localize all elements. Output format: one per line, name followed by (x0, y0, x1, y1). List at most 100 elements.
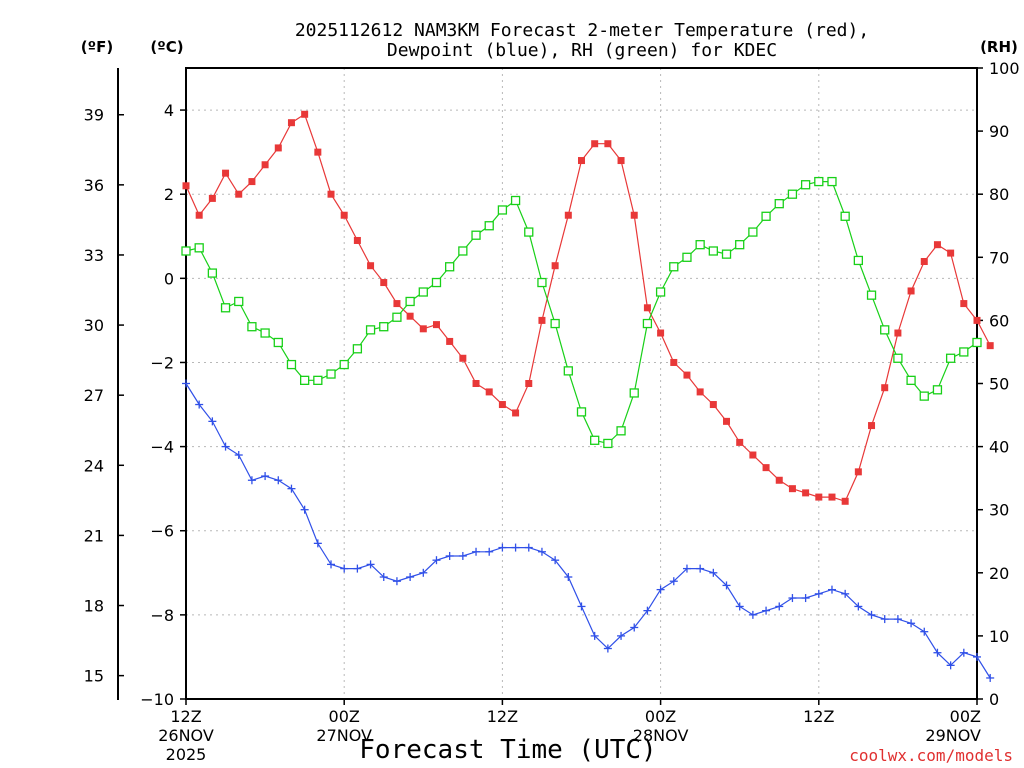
fahrenheit-tick-label: 15 (84, 667, 104, 686)
fahrenheit-tick-label: 33 (84, 246, 104, 265)
rh-point (603, 438, 613, 449)
rh-point (431, 277, 442, 288)
celsius-tick-label: 0 (164, 269, 174, 288)
rh-point (919, 391, 929, 401)
rh-point (774, 199, 784, 209)
dewpoint-point (247, 476, 256, 485)
dewpoint-point (946, 661, 955, 670)
rh-point (339, 359, 349, 370)
temperature-point (340, 211, 348, 219)
rh-point (550, 318, 560, 329)
rh-point (220, 303, 231, 313)
dewpoint-point (709, 568, 718, 577)
temperature-point (485, 388, 493, 396)
fahrenheit-tick-label: 24 (84, 456, 104, 475)
rh-point (590, 435, 600, 445)
dewpoint-point (445, 551, 454, 560)
series-line (185, 383, 991, 679)
fahrenheit-tick-label: 27 (84, 386, 104, 405)
x-tick-label-time: 12Z (170, 707, 201, 726)
rh-point (563, 366, 573, 376)
dewpoint-point (959, 648, 968, 657)
temperature-point (564, 211, 572, 219)
rh-point (576, 407, 587, 417)
temperature-point (301, 110, 309, 118)
temperature-point (657, 329, 665, 337)
dewpoint-point (867, 610, 876, 619)
dewpoint-point (630, 623, 639, 632)
temperature-point (736, 438, 744, 446)
temperature-point (578, 157, 585, 165)
temperature-point (327, 190, 335, 198)
rh-unit-label: (RH) (980, 38, 1018, 56)
temperature-point (182, 182, 190, 190)
fahrenheit-tick-label: 18 (84, 597, 104, 616)
rh-point (458, 246, 468, 256)
dewpoint-point (617, 631, 626, 640)
dewpoint-point (327, 560, 336, 569)
credit-text: coolwx.com/models (849, 746, 1013, 765)
rh-point (629, 388, 639, 398)
rh-point (484, 221, 494, 231)
rh-point (326, 369, 336, 379)
series-temperature (182, 110, 994, 505)
dewpoint-point (775, 602, 784, 611)
temperature-point (512, 409, 520, 417)
rh-point (181, 246, 191, 256)
rh-point (445, 262, 455, 272)
dewpoint-point (524, 543, 533, 552)
celsius-tick-label: 4 (164, 101, 174, 120)
temperature-point (854, 468, 862, 476)
temperature-point (802, 489, 810, 497)
fahrenheit-tick-label: 39 (84, 106, 104, 125)
rh-point (893, 353, 903, 363)
temperature-point (498, 401, 506, 409)
dewpoint-point (564, 573, 573, 582)
temperature-point (604, 140, 612, 148)
rh-point (510, 195, 521, 206)
dewpoint-point (379, 573, 388, 582)
rh-point (234, 296, 244, 307)
x-tick-label-year: 2025 (166, 745, 207, 764)
dewpoint-point (182, 379, 190, 388)
dewpoint-point (854, 602, 863, 611)
temperature-point (617, 157, 625, 165)
rh-point (365, 325, 376, 335)
dewpoint-point (419, 568, 428, 577)
temperature-point (525, 380, 533, 387)
temperature-point (947, 249, 955, 257)
dewpoint-point (880, 615, 889, 624)
temperature-point (248, 178, 256, 186)
dewpoint-point (551, 556, 560, 565)
temperature-point (274, 144, 282, 152)
temperature-point (261, 161, 269, 169)
rh-point (866, 290, 877, 300)
temperature-point (222, 169, 230, 177)
temperature-point (591, 140, 599, 148)
temperature-point (933, 241, 941, 249)
temperature-point (749, 451, 757, 459)
rh-point (260, 328, 270, 338)
dewpoint-point (366, 560, 375, 569)
rh-point (735, 240, 745, 250)
dewpoint-point (511, 543, 520, 552)
celsius-tick-label: −2 (150, 353, 174, 372)
temperature-point (367, 262, 375, 270)
temperature-point (894, 329, 902, 337)
dewpoint-point (485, 547, 494, 556)
rh-point (537, 277, 547, 288)
x-tick-label-date: 28NOV (633, 726, 689, 745)
rh-point (418, 287, 428, 297)
dewpoint-point (735, 602, 744, 611)
temperature-point (986, 342, 994, 350)
dewpoint-point (643, 606, 652, 615)
rh-tick-label: 60 (989, 311, 1009, 330)
rh-point (932, 385, 943, 395)
x-tick-label-time: 00Z (329, 707, 360, 726)
rh-point (405, 296, 415, 307)
temperature-point (788, 485, 796, 493)
dewpoint-point (261, 472, 270, 481)
temperature-point (432, 321, 440, 329)
rh-point (669, 262, 679, 272)
